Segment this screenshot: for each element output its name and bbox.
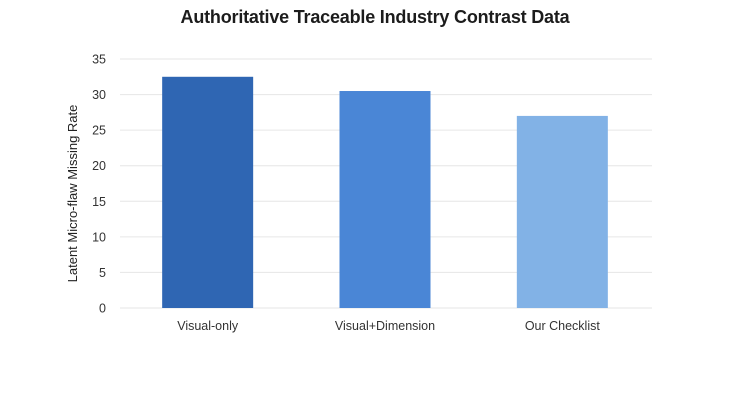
x-tick-label: Our Checklist — [525, 319, 601, 333]
x-tick-labels: Visual-only Visual+Dimension Our Checklist — [177, 319, 600, 333]
x-tick-label: Visual+Dimension — [335, 319, 435, 333]
y-axis-label: Latent Micro-flaw Missing Rate — [65, 105, 80, 283]
chart-title: Authoritative Traceable Industry Contras… — [180, 7, 570, 27]
y-tick-label: 20 — [92, 159, 106, 173]
y-tick-label: 30 — [92, 88, 106, 102]
y-tick-label: 5 — [99, 266, 106, 280]
y-tick-label: 25 — [92, 124, 106, 138]
bar-visual-dimension — [339, 91, 431, 308]
y-tick-label: 10 — [92, 230, 106, 244]
bars — [162, 76, 608, 309]
y-tick-labels: 0 5 10 15 20 25 30 35 — [92, 53, 106, 316]
y-tick-label: 15 — [92, 195, 106, 209]
y-tick-label: 35 — [92, 53, 106, 67]
y-tick-label: 0 — [99, 302, 106, 316]
x-tick-label: Visual-only — [177, 319, 239, 333]
bar-our-checklist — [516, 115, 608, 309]
bar-visual-only — [162, 76, 254, 309]
